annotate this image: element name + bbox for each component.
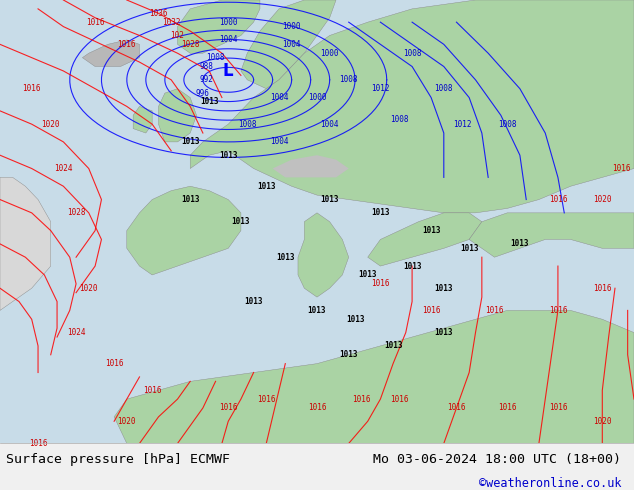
Text: 1013: 1013 xyxy=(403,262,422,270)
Text: 1028: 1028 xyxy=(67,208,86,218)
Polygon shape xyxy=(82,40,139,67)
Text: 1013: 1013 xyxy=(434,328,453,337)
Text: 1013: 1013 xyxy=(422,226,441,235)
Text: 102: 102 xyxy=(171,31,184,40)
Text: 1020: 1020 xyxy=(79,284,98,293)
Text: 1004: 1004 xyxy=(282,40,301,49)
Text: 1016: 1016 xyxy=(22,84,41,93)
Text: 1008: 1008 xyxy=(498,120,517,129)
Text: 1016: 1016 xyxy=(371,279,390,288)
Text: 1024: 1024 xyxy=(67,328,86,337)
Text: 1008: 1008 xyxy=(403,49,422,58)
Text: 1024: 1024 xyxy=(54,164,73,173)
Text: 1000: 1000 xyxy=(219,18,238,26)
Text: 1013: 1013 xyxy=(339,350,358,359)
Text: 1008: 1008 xyxy=(339,75,358,84)
Text: 1013: 1013 xyxy=(371,208,390,218)
Text: 1020: 1020 xyxy=(117,417,136,426)
Text: 1008: 1008 xyxy=(206,53,225,62)
Text: 1016: 1016 xyxy=(548,306,567,315)
Polygon shape xyxy=(469,213,634,257)
Polygon shape xyxy=(273,155,349,177)
Polygon shape xyxy=(158,89,197,142)
Text: 1013: 1013 xyxy=(181,137,200,147)
Text: 1004: 1004 xyxy=(269,93,288,102)
Text: Mo 03-06-2024 18:00 UTC (18+00): Mo 03-06-2024 18:00 UTC (18+00) xyxy=(373,453,621,466)
Text: 1016: 1016 xyxy=(86,18,105,26)
Polygon shape xyxy=(133,106,152,133)
Polygon shape xyxy=(178,0,260,53)
Polygon shape xyxy=(368,213,482,266)
Polygon shape xyxy=(241,0,336,89)
Text: 1013: 1013 xyxy=(231,217,250,226)
Text: 1013: 1013 xyxy=(384,342,403,350)
Text: 1013: 1013 xyxy=(200,98,219,106)
Text: 1008: 1008 xyxy=(434,84,453,93)
Text: 1016: 1016 xyxy=(219,403,238,413)
Text: 1032: 1032 xyxy=(162,18,181,26)
Text: 1013: 1013 xyxy=(358,270,377,279)
Text: 1028: 1028 xyxy=(181,40,200,49)
Text: 1016: 1016 xyxy=(257,394,276,404)
Text: 1008: 1008 xyxy=(390,115,409,124)
Polygon shape xyxy=(0,177,51,311)
Polygon shape xyxy=(298,213,349,297)
Text: 1020: 1020 xyxy=(41,120,60,129)
Text: 1013: 1013 xyxy=(510,240,529,248)
Text: 1004: 1004 xyxy=(320,120,339,129)
Text: 1016: 1016 xyxy=(117,40,136,49)
Text: 1004: 1004 xyxy=(269,137,288,147)
Text: 1016: 1016 xyxy=(548,195,567,204)
Text: 1013: 1013 xyxy=(307,306,327,315)
Text: 1020: 1020 xyxy=(593,417,612,426)
Text: 1016: 1016 xyxy=(593,284,612,293)
Text: 1013: 1013 xyxy=(346,315,365,324)
Text: 1016: 1016 xyxy=(447,403,466,413)
Text: L: L xyxy=(223,62,233,80)
Text: 1013: 1013 xyxy=(257,182,276,191)
Text: ©weatheronline.co.uk: ©weatheronline.co.uk xyxy=(479,476,621,490)
Text: 1016: 1016 xyxy=(422,306,441,315)
Polygon shape xyxy=(114,311,634,443)
Text: 1013: 1013 xyxy=(434,284,453,293)
Text: 1008: 1008 xyxy=(238,120,257,129)
Text: 1016: 1016 xyxy=(105,359,124,368)
Text: 1036: 1036 xyxy=(149,9,168,18)
Text: 1013: 1013 xyxy=(244,297,263,306)
Text: 1016: 1016 xyxy=(485,306,504,315)
Text: 1013: 1013 xyxy=(181,195,200,204)
Text: 1016: 1016 xyxy=(29,439,48,448)
Polygon shape xyxy=(190,0,634,213)
Text: 1013: 1013 xyxy=(320,195,339,204)
Text: 1016: 1016 xyxy=(143,386,162,395)
Text: 1004: 1004 xyxy=(219,35,238,45)
Text: 1016: 1016 xyxy=(548,403,567,413)
Text: 1000: 1000 xyxy=(282,22,301,31)
Text: 1013: 1013 xyxy=(219,151,238,160)
Text: 1012: 1012 xyxy=(453,120,472,129)
Text: Surface pressure [hPa] ECMWF: Surface pressure [hPa] ECMWF xyxy=(6,453,230,466)
Text: 1000: 1000 xyxy=(307,93,327,102)
Text: 996: 996 xyxy=(196,89,210,98)
Text: 1016: 1016 xyxy=(352,394,371,404)
Text: 992: 992 xyxy=(199,75,213,84)
Text: 1000: 1000 xyxy=(320,49,339,58)
Text: 988: 988 xyxy=(199,62,213,71)
Text: 1012: 1012 xyxy=(371,84,390,93)
Text: 1020: 1020 xyxy=(593,195,612,204)
Text: 1016: 1016 xyxy=(390,394,409,404)
Text: 1013: 1013 xyxy=(276,253,295,262)
Text: 1016: 1016 xyxy=(307,403,327,413)
Text: 1016: 1016 xyxy=(612,164,631,173)
Polygon shape xyxy=(127,186,241,275)
Text: 1016: 1016 xyxy=(498,403,517,413)
Text: 1013: 1013 xyxy=(460,244,479,253)
